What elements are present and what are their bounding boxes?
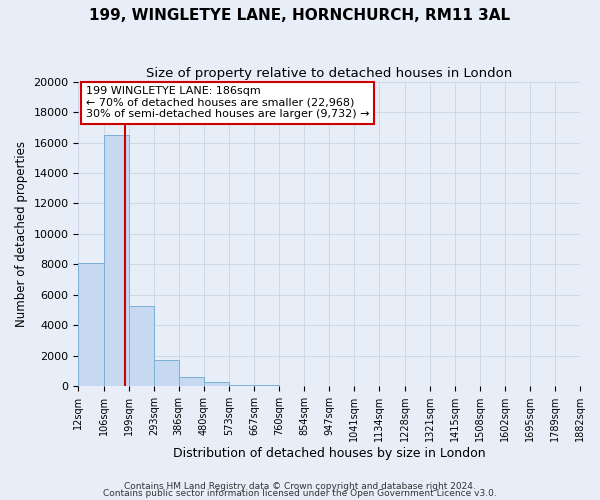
- Text: 199 WINGLETYE LANE: 186sqm
← 70% of detached houses are smaller (22,968)
30% of : 199 WINGLETYE LANE: 186sqm ← 70% of deta…: [86, 86, 370, 120]
- Bar: [104, 135, 128, 386]
- Title: Size of property relative to detached houses in London: Size of property relative to detached ho…: [146, 68, 512, 80]
- Bar: [154, 360, 179, 386]
- Bar: [128, 306, 154, 386]
- X-axis label: Distribution of detached houses by size in London: Distribution of detached houses by size …: [173, 447, 485, 460]
- Bar: [229, 384, 254, 386]
- Y-axis label: Number of detached properties: Number of detached properties: [15, 141, 28, 327]
- Bar: [179, 377, 204, 386]
- Text: 199, WINGLETYE LANE, HORNCHURCH, RM11 3AL: 199, WINGLETYE LANE, HORNCHURCH, RM11 3A…: [89, 8, 511, 22]
- Text: Contains HM Land Registry data © Crown copyright and database right 2024.: Contains HM Land Registry data © Crown c…: [124, 482, 476, 491]
- Bar: [204, 382, 229, 386]
- Bar: [79, 263, 104, 386]
- Text: Contains public sector information licensed under the Open Government Licence v3: Contains public sector information licen…: [103, 489, 497, 498]
- Bar: [254, 384, 279, 386]
